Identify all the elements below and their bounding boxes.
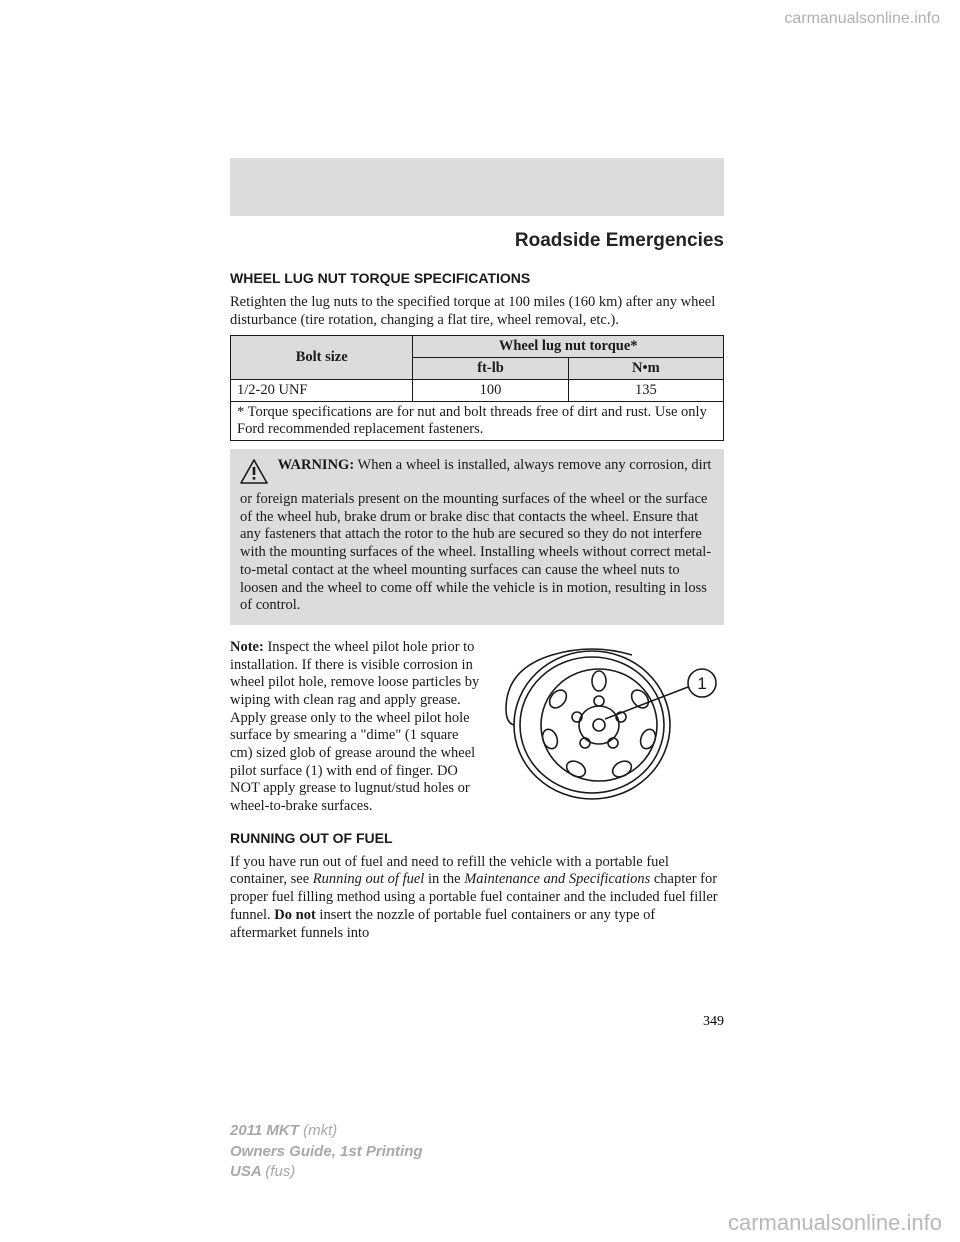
th-nm: N•m (568, 358, 723, 380)
section-heading-torque: WHEEL LUG NUT TORQUE SPECIFICATIONS (230, 270, 724, 286)
footer-model: 2011 MKT (230, 1122, 303, 1139)
note-text: Note: Inspect the wheel pilot hole prior… (230, 639, 480, 816)
td-footnote: * Torque specifications are for nut and … (231, 402, 724, 441)
header-gray-block (230, 158, 724, 216)
warning-box: WARNING: When a wheel is installed, alwa… (230, 449, 724, 625)
wheel-diagram: 1 (492, 639, 724, 816)
footer: 2011 MKT (mkt) Owners Guide, 1st Printin… (230, 1121, 423, 1182)
td-ftlb: 100 (413, 380, 568, 402)
th-torque: Wheel lug nut torque* (413, 336, 724, 358)
th-bolt-size: Bolt size (231, 336, 413, 380)
fp-i1: Running out of fuel (313, 871, 425, 887)
watermark-top: carmanualsonline.info (784, 10, 940, 28)
page-number: 349 (703, 1014, 724, 1030)
page-content: WHEEL LUG NUT TORQUE SPECIFICATIONS Reti… (230, 270, 724, 948)
warning-icon (240, 459, 268, 491)
warning-body: When a wheel is installed, always remove… (240, 457, 711, 613)
warning-label: WARNING: (278, 457, 355, 473)
td-bolt: 1/2-20 UNF (231, 380, 413, 402)
torque-table: Bolt size Wheel lug nut torque* ft-lb N•… (230, 335, 724, 441)
footer-region: USA (230, 1163, 265, 1180)
note-body: Inspect the wheel pilot hole prior to in… (230, 639, 479, 814)
th-ftlb: ft-lb (413, 358, 568, 380)
footer-region-code: (fus) (265, 1163, 295, 1180)
note-section: Note: Inspect the wheel pilot hole prior… (230, 639, 724, 816)
warning-text: WARNING: When a wheel is installed, alwa… (240, 457, 714, 615)
fp-p2: in the (424, 871, 464, 887)
note-label: Note: (230, 639, 264, 655)
intro-paragraph: Retighten the lug nuts to the specified … (230, 294, 724, 329)
callout-number: 1 (697, 674, 706, 693)
footer-guide: Owners Guide, 1st Printing (230, 1142, 423, 1162)
footer-model-code: (mkt) (303, 1122, 337, 1139)
section-heading-fuel: RUNNING OUT OF FUEL (230, 830, 724, 846)
fp-i2: Maintenance and Specifications (464, 871, 650, 887)
chapter-title: Roadside Emergencies (515, 230, 724, 252)
td-nm: 135 (568, 380, 723, 402)
fuel-paragraph: If you have run out of fuel and need to … (230, 854, 724, 942)
fp-b1: Do not (274, 907, 316, 923)
watermark-bottom: carmanualsonline.info (728, 1210, 942, 1236)
